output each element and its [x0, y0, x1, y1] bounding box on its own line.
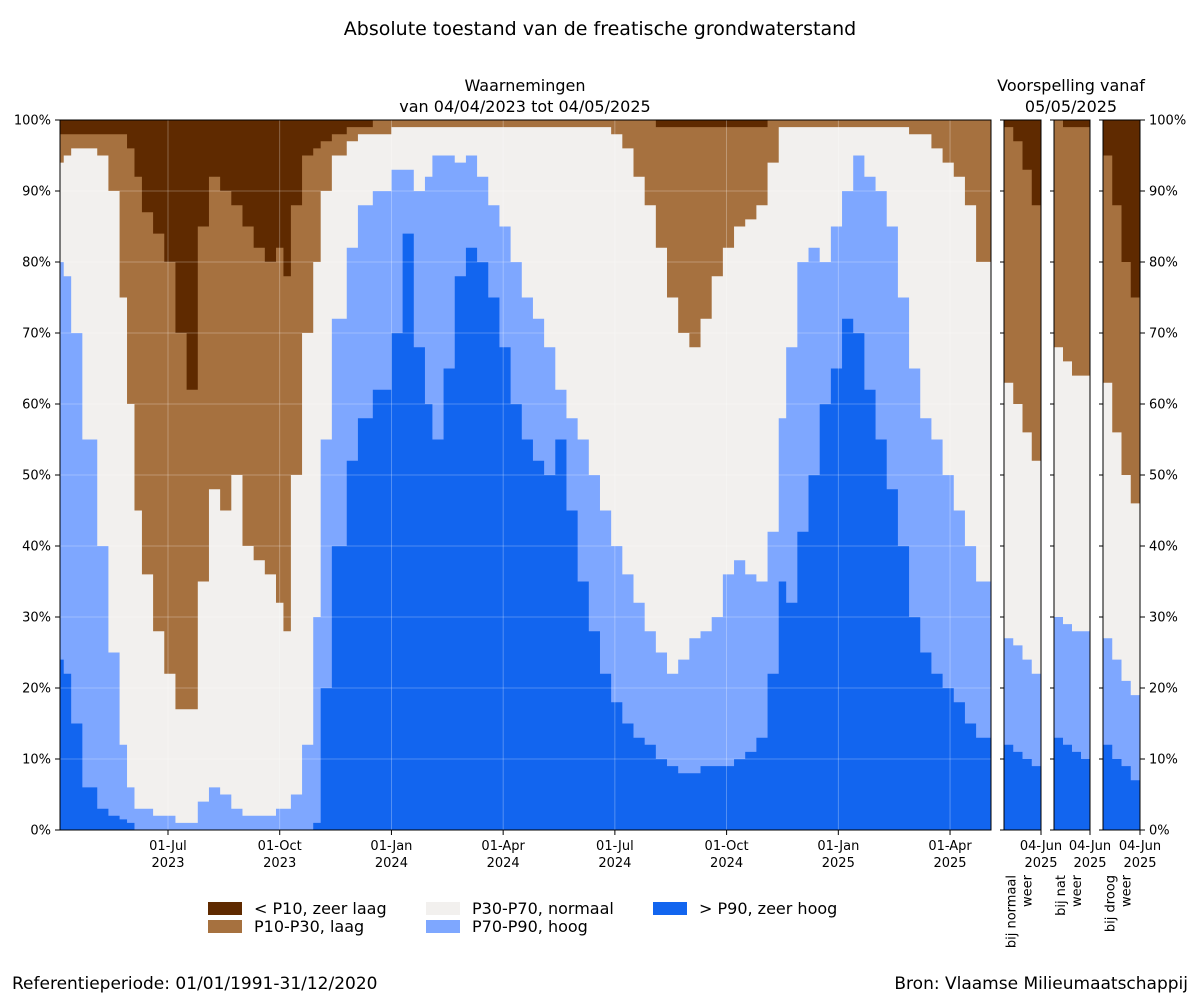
- scenario-label: bij droog weer: [1104, 874, 1135, 932]
- x-tick-label: 2025: [1024, 856, 1057, 871]
- y-tick-label: 30%: [22, 611, 51, 626]
- scenario-label-line: weer: [1021, 874, 1036, 907]
- legend-swatch: [653, 902, 687, 915]
- x-tick-label: 01-Oct: [705, 839, 749, 854]
- x-tick-label: 2023: [263, 856, 296, 871]
- y-tick-label: 80%: [22, 256, 51, 271]
- scenario-label: bij nat weer: [1054, 874, 1085, 916]
- y-tick-label: 10%: [22, 753, 51, 768]
- scenario-label: bij normaal weer: [1005, 874, 1036, 948]
- scenario-label-line: bij normaal: [1005, 875, 1020, 948]
- forecast-plots: [1000, 119, 1141, 831]
- legend-item: P30-P70, normaal: [426, 899, 614, 918]
- forecast-zeer-hoog-area: [1103, 744, 1140, 830]
- y-tick-label: 60%: [22, 398, 51, 413]
- forecast-zeer-hoog-area: [1054, 737, 1090, 830]
- observations-plot: [59, 119, 992, 831]
- y-tick-label: 70%: [22, 327, 51, 342]
- legend-label: P30-P70, normaal: [472, 899, 614, 918]
- legend-item: P70-P90, hoog: [426, 917, 588, 936]
- legend-item: > P90, zeer hoog: [653, 899, 837, 918]
- obs-panel-title: Waarnemingen: [465, 76, 586, 95]
- y-tick-label: 100%: [1149, 114, 1186, 129]
- scenario-label-line: weer: [1070, 874, 1085, 907]
- x-tick-label: 2025: [1123, 856, 1156, 871]
- y-tick-label: 60%: [1149, 398, 1178, 413]
- y-tick-label: 30%: [1149, 611, 1178, 626]
- x-tick-label: 2025: [933, 856, 966, 871]
- y-tick-label: 0%: [1149, 824, 1170, 839]
- y-tick-label: 90%: [1149, 185, 1178, 200]
- x-tick-label: 2024: [487, 856, 520, 871]
- legend-swatch: [208, 902, 242, 915]
- forecast-panel: [1099, 119, 1141, 831]
- x-tick-label: 2024: [375, 856, 408, 871]
- obs-zeer-hoog-area: [60, 233, 991, 831]
- x-tick-label: 2024: [598, 856, 631, 871]
- legend-label: P10-P30, laag: [254, 917, 364, 936]
- forecast-title: Voorspelling vanaf: [997, 76, 1145, 95]
- y-tick-label: 100%: [14, 114, 51, 129]
- x-tick-label: 04-Jun: [1069, 839, 1111, 854]
- legend-label: P70-P90, hoog: [472, 917, 588, 936]
- y-tick-label: 20%: [22, 682, 51, 697]
- y-tick-label: 0%: [30, 824, 51, 839]
- y-tick-label: 40%: [1149, 540, 1178, 555]
- legend-swatch: [208, 920, 242, 933]
- x-tick-label: 04-Jun: [1020, 839, 1062, 854]
- legend-item: P10-P30, laag: [208, 917, 364, 936]
- y-tick-label: 10%: [1149, 753, 1178, 768]
- x-tick-label: 01-Apr: [928, 839, 972, 854]
- y-axis-left: 0% 10% 20% 30% 40% 50% 60% 70% 80% 90% 100%: [14, 114, 60, 839]
- scenario-label-line: bij nat: [1054, 875, 1069, 916]
- forecast-subtitle: 05/05/2025: [1025, 97, 1117, 116]
- x-tick-label: 01-Jan: [370, 839, 412, 854]
- obs-panel-subtitle: van 04/04/2023 tot 04/05/2025: [399, 97, 650, 116]
- x-tick-label: 2023: [151, 856, 184, 871]
- forecast-panel: [1050, 119, 1091, 831]
- x-tick-label: 01-Jul: [149, 839, 187, 854]
- x-tick-label: 01-Apr: [481, 839, 525, 854]
- legend-item: < P10, zeer laag: [208, 899, 387, 918]
- legend-swatch: [426, 920, 460, 933]
- figure-title: Absolute toestand van de freatische gron…: [344, 18, 856, 40]
- y-tick-label: 90%: [22, 185, 51, 200]
- scenario-label-line: weer: [1120, 874, 1135, 907]
- scenario-label-line: bij droog: [1104, 875, 1119, 932]
- y-tick-label: 50%: [1149, 469, 1178, 484]
- legend-label: > P90, zeer hoog: [699, 899, 837, 918]
- x-tick-label: 01-Jul: [596, 839, 634, 854]
- legend-swatch: [426, 902, 460, 915]
- legend-label: < P10, zeer laag: [254, 899, 387, 918]
- y-axis-right: 0% 10% 20% 30% 40% 50% 60% 70% 80% 90% 100%: [1140, 114, 1186, 839]
- forecast-panel: [1000, 119, 1042, 831]
- y-tick-label: 40%: [22, 540, 51, 555]
- x-tick-label: 2025: [822, 856, 855, 871]
- x-axis-observations: 01-Jul 2023 01-Oct 2023 01-Jan 2024 01-Apr 2024…: [149, 830, 972, 871]
- forecast-zeer-hoog-area: [1004, 744, 1041, 830]
- x-tick-label: 01-Jan: [817, 839, 859, 854]
- x-tick-label: 2024: [710, 856, 743, 871]
- y-tick-label: 50%: [22, 469, 51, 484]
- y-tick-label: 80%: [1149, 256, 1178, 271]
- reference-period-text: Referentieperiode: 01/01/1991-31/12/2020: [12, 974, 378, 994]
- y-tick-label: 70%: [1149, 327, 1178, 342]
- source-text: Bron: Vlaamse Milieumaatschappij: [894, 974, 1188, 994]
- x-tick-label: 01-Oct: [258, 839, 302, 854]
- y-tick-label: 20%: [1149, 682, 1178, 697]
- x-tick-label: 04-Jun: [1119, 839, 1161, 854]
- x-tick-label: 2025: [1073, 856, 1106, 871]
